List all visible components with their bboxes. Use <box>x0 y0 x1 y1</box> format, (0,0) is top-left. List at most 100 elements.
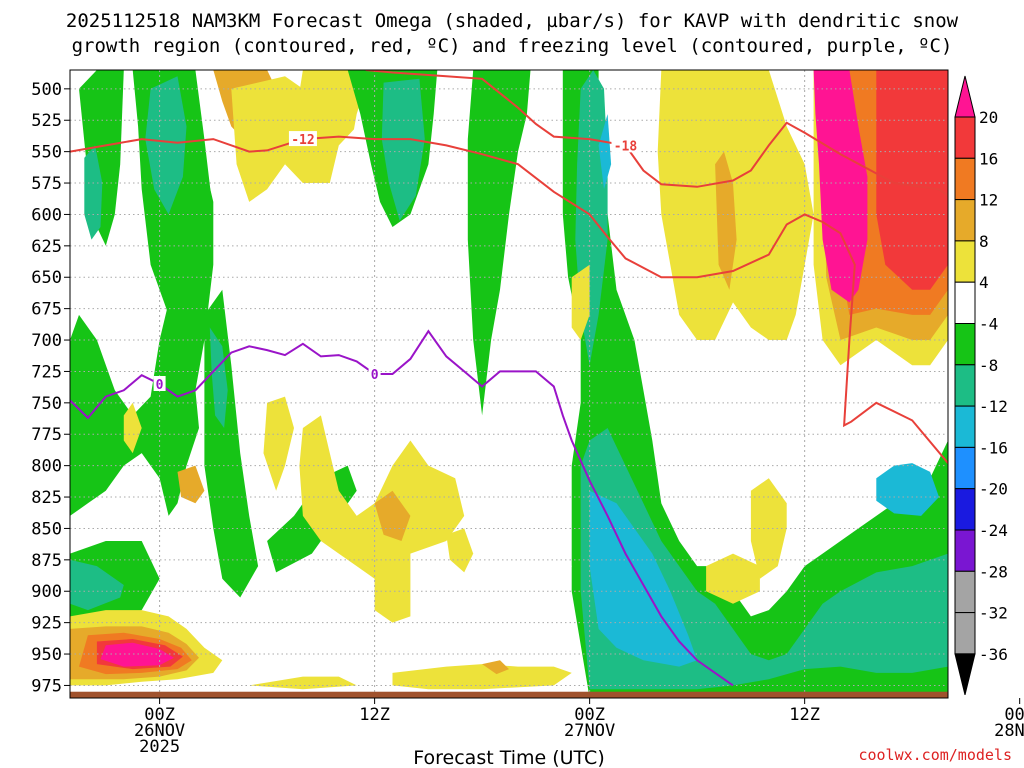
colorbar-label-1: 16 <box>979 149 998 168</box>
freezing-contour-0 <box>70 329 734 687</box>
y-tick-label-825: 825 <box>31 488 62 508</box>
omega-region-35 <box>813 70 868 303</box>
x-tick-label-48-0: 00Z <box>1004 705 1024 725</box>
colorbar-label-8: -16 <box>979 438 1008 457</box>
y-tick-label-700: 700 <box>31 331 62 351</box>
y-tick-label-500: 500 <box>31 80 62 100</box>
colorbar-bin-2 <box>954 199 976 242</box>
colorbar-bin-10 <box>954 529 976 572</box>
omega-region-45 <box>123 402 142 454</box>
chart-title-line2: growth region (contoured, red, ºC) and f… <box>72 35 953 57</box>
colorbar-label-13: -36 <box>979 645 1008 664</box>
dgz-label-bg--12 <box>288 131 317 147</box>
freezing-b-contour-label-0: 0 <box>371 368 379 383</box>
x-tick-label-24-1: 27NOV <box>564 721 615 741</box>
colorbar-label-0: 20 <box>979 108 998 127</box>
colorbar-bin-4 <box>954 281 976 325</box>
omega-region-49 <box>392 664 572 690</box>
colorbar-label-11: -28 <box>979 562 1008 581</box>
x-tick-label-48-1: 28NOV <box>994 721 1024 741</box>
omega-region-15 <box>145 76 187 215</box>
x-tick-label-0-2: 2025 <box>139 737 180 757</box>
omega-region-20 <box>876 463 939 516</box>
freezing-a-label-bg-0 <box>153 376 166 391</box>
omega-region-50 <box>482 660 509 675</box>
x-tick-label-12-0: 12Z <box>359 705 390 725</box>
y-tick-label-575: 575 <box>31 174 62 194</box>
x-tick-label-36-0: 12Z <box>789 705 820 725</box>
dgz-contour--12 <box>70 135 948 465</box>
y-tick-label-625: 625 <box>31 237 62 257</box>
x-tick-label-24-0: 00Z <box>574 705 605 725</box>
x-axis-label: Forecast Time (UTC) <box>413 747 604 768</box>
freezing-b-label-bg-0 <box>368 365 381 381</box>
y-tick-label-550: 550 <box>31 143 62 163</box>
y-tick-label-950: 950 <box>31 645 62 665</box>
omega-region-36 <box>1011 70 1024 164</box>
chart-title-line1: 2025112518 NAM3KM Forecast Omega (shaded… <box>66 10 959 32</box>
dgz-label-bg--18 <box>611 137 640 153</box>
colorbar-label-12: -32 <box>979 604 1008 623</box>
omega-region-17 <box>70 559 124 611</box>
x-axis: 00Z26NOV202512Z00Z27NOV12Z00Z28NOV <box>134 698 1024 757</box>
y-tick-label-900: 900 <box>31 582 62 602</box>
colorbar-label-2: 12 <box>979 191 998 210</box>
y-tick-label-525: 525 <box>31 111 62 131</box>
colorbar-label-9: -20 <box>979 480 1008 499</box>
omega-region-3 <box>70 164 214 516</box>
colorbar-label-5: -4 <box>979 315 998 334</box>
omega-shaded-fields <box>70 70 1024 698</box>
credit-text: coolwx.com/models <box>858 746 1012 764</box>
y-tick-label-750: 750 <box>31 394 62 414</box>
colorbar-label-3: 8 <box>979 232 989 251</box>
colorbar-label-6: -8 <box>979 356 998 375</box>
y-tick-label-800: 800 <box>31 457 62 477</box>
dgz-contour-label--12: -12 <box>291 133 314 148</box>
omega-region-51 <box>249 676 357 690</box>
colorbar-bin-7 <box>954 405 976 448</box>
omega-region-27 <box>1020 418 1024 589</box>
freezing-a-contour-label-0: 0 <box>156 378 164 393</box>
omega-region-26 <box>1011 384 1024 610</box>
colorbar-top-arrow <box>954 75 976 118</box>
omega-region-48 <box>446 528 474 573</box>
y-axis: 500 525 550 575 600 625 650 675 700 725 750 775 800 8… <box>31 80 70 696</box>
omega-region-43 <box>374 490 411 541</box>
omega-region-34 <box>876 70 948 290</box>
colorbar-label-7: -12 <box>979 397 1008 416</box>
y-tick-label-925: 925 <box>31 614 62 634</box>
y-tick-label-675: 675 <box>31 300 62 320</box>
dgz-contour-label--18: -18 <box>614 139 638 154</box>
colorbar-bin-3 <box>954 240 976 283</box>
omega-region-44 <box>177 465 205 504</box>
omega-region-16 <box>381 78 425 221</box>
omega-region-41 <box>100 642 174 667</box>
y-tick-label-650: 650 <box>31 268 62 288</box>
x-tick-label-0-0: 00Z <box>144 705 175 725</box>
omega-region-22 <box>598 114 612 190</box>
omega-region-47 <box>231 76 303 202</box>
x-tick-label-0-1: 26NOV <box>134 721 185 741</box>
omega-region-55 <box>553 541 572 585</box>
y-tick-label-600: 600 <box>31 205 62 225</box>
colorbar-bin-5 <box>954 323 976 366</box>
omega-region-6 <box>79 70 124 246</box>
colorbar-bin-0 <box>954 116 976 159</box>
colorbar-bin-12 <box>954 612 976 655</box>
colorbar-label-4: 4 <box>979 273 989 292</box>
ground-surface <box>70 691 948 698</box>
colorbar-bin-8 <box>954 446 976 490</box>
colorbar-bin-1 <box>954 157 976 201</box>
y-tick-label-725: 725 <box>31 362 62 382</box>
colorbar-label-10: -24 <box>979 521 1008 540</box>
colorbar-bin-9 <box>954 488 976 531</box>
temperature-contours: -12 -18 0 0 <box>70 70 948 687</box>
y-tick-label-975: 975 <box>31 676 62 696</box>
omega-region-46 <box>263 396 294 491</box>
colorbar-bin-11 <box>954 570 976 614</box>
omega-region-10 <box>467 70 531 416</box>
y-tick-label-850: 850 <box>31 519 62 539</box>
colorbar-bin-6 <box>954 364 976 407</box>
omega-region-52 <box>571 264 590 340</box>
